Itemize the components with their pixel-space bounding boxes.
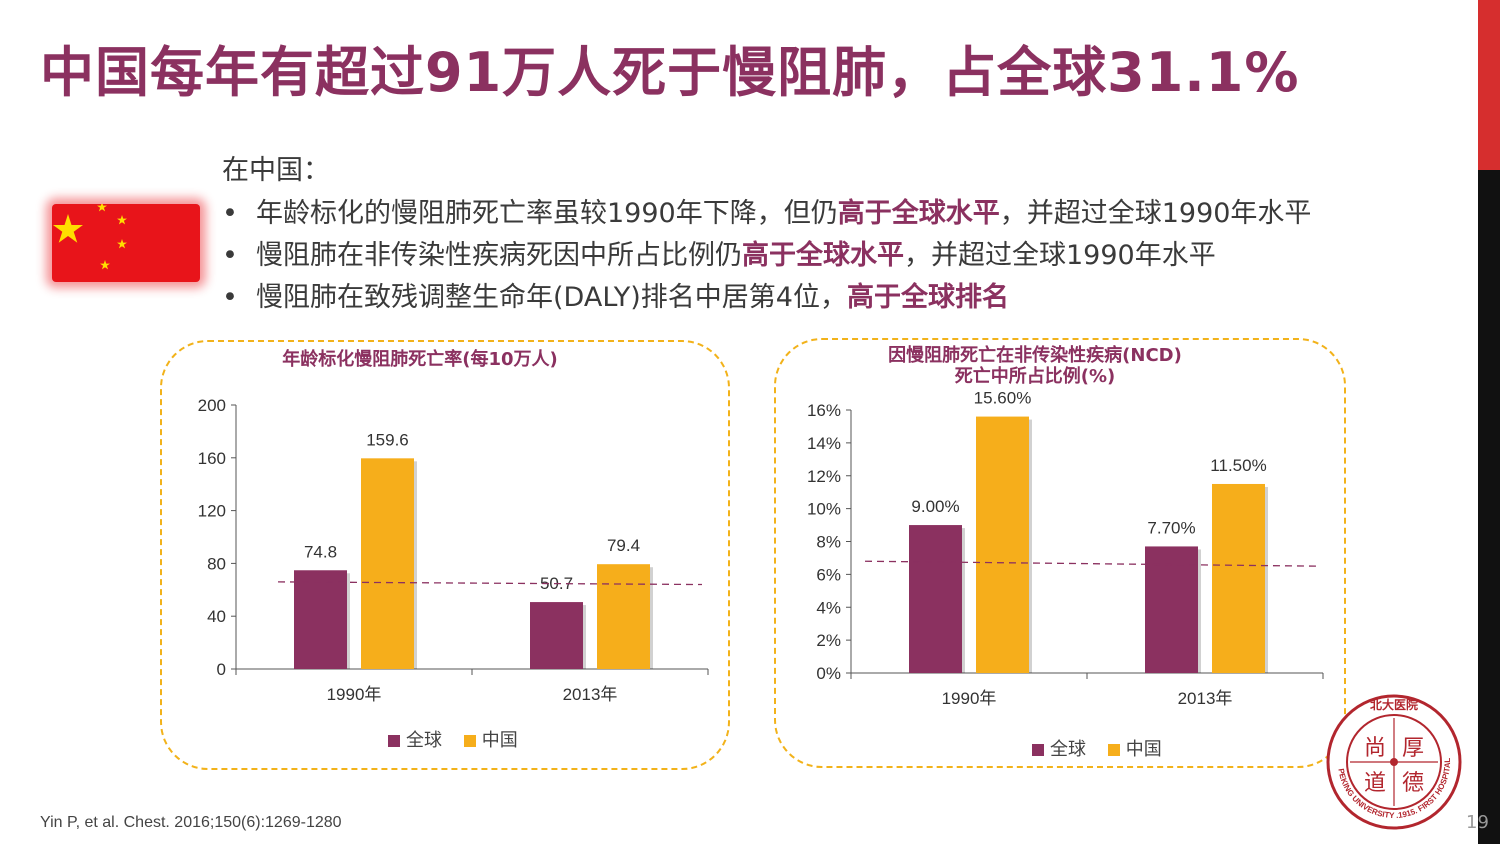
y-tick-label: 120 [198,502,226,521]
data-label: 7.70% [1147,518,1195,537]
svg-text:厚: 厚 [1402,735,1424,760]
data-label: 159.6 [366,430,409,449]
bar-china [361,458,414,669]
accent-bar-black [1478,170,1500,844]
legend-label-global: 全球 [406,730,442,751]
legend-label-global: 全球 [1050,739,1086,760]
legend-mortality: 全球 中国 [388,726,534,752]
data-label: 11.50% [1210,456,1266,475]
page-number: 19 [1466,812,1489,833]
legend-swatch-global [1032,744,1044,756]
data-label: 9.00% [911,497,959,516]
slide-title: 中国每年有超过91万人死于慢阻肺，占全球31.1% [40,41,1300,104]
x-tick-label: 2013年 [1178,689,1233,708]
data-label: 79.4 [607,536,640,555]
chart-title-mortality: 年龄标化慢阻肺死亡率(每10万人) [282,349,558,370]
legend-label-china: 中国 [1125,739,1162,760]
y-tick-label: 12% [807,467,841,486]
bar-china [1212,483,1265,673]
bullet-text: 慢阻肺在致残调整生命年(DALY)排名中居第4位， [256,282,847,313]
y-tick-label: 160 [198,449,226,468]
x-tick-label: 1990年 [327,685,382,704]
reference-dashed-line [864,560,1318,567]
bullet-text-tail: ，并超过全球1990年水平 [904,240,1216,271]
y-tick-label: 16% [807,401,841,420]
y-tick-label: 80 [207,554,226,573]
y-tick-label: 200 [198,396,226,415]
svg-text:尚: 尚 [1364,735,1386,760]
bullet-emphasis: 高于全球水平 [742,240,904,271]
bar-global [530,602,583,669]
bar-china [976,416,1029,673]
x-tick-label: 1990年 [942,689,997,708]
bar-global [294,570,347,669]
legend-swatch-global [388,735,400,747]
legend-item-china: 中国 [463,730,518,751]
accent-bar-red [1478,0,1500,170]
bullet-text: 慢阻肺在非传染性疾病死因中所占比例仍 [256,240,742,271]
bullet-marker: • [222,282,238,313]
legend-item-global: 全球 [1032,739,1086,760]
y-tick-label: 10% [807,500,841,519]
mortality-chart-panel [160,340,730,770]
legend-item-china: 中国 [1107,739,1162,760]
reference-dashed-line [277,581,703,586]
legend-swatch-china [1107,744,1120,756]
bullet-emphasis: 高于全球排名 [846,282,1009,313]
peking-university-first-hospital-seal-icon: PEKING UNIVERSITY .1915. FIRST HOSPITAL … [1326,694,1462,830]
ncd-share-bar-chart: 0% 2% 4% 6% 8% 10% 12% 14% 16% 1990年 9.00% 15.60% 20… [807,390,1324,708]
bullet-marker: • [222,198,238,229]
mortality-bar-chart: 040801201602001990年74.8159.62013年50.779.… [198,396,709,704]
china-flag-icon [52,204,200,282]
bullet-emphasis: 高于全球水平 [837,198,1000,229]
y-tick-label: 0 [217,660,226,679]
bar-global [909,525,962,673]
bullet-item: • 慢阻肺在非传染性疾病死因中所占比例仍高于全球水平，并超过全球1990年水平 [222,235,1311,277]
y-tick-label: 6% [816,565,841,584]
bullet-text: 年龄标化的慢阻肺死亡率虽较1990年下降，但仍 [256,198,838,229]
bar-china [597,564,650,669]
bullet-text-tail: ，并超过全球1990年水平 [999,198,1312,229]
bullet-item: • 慢阻肺在致残调整生命年(DALY)排名中居第4位，高于全球排名 [222,277,1311,319]
y-tick-label: 0% [816,664,841,683]
intro-text: 在中国： [222,155,330,186]
bullet-marker: • [222,240,238,271]
key-points: 在中国： • 年龄标化的慢阻肺死亡率虽较1990年下降，但仍高于全球水平，并超过全… [222,148,1311,319]
data-label: 15.60% [974,390,1032,408]
legend-item-global: 全球 [388,730,442,751]
y-tick-label: 8% [816,533,841,552]
legend-ncd: 全球 中国 [1032,735,1178,761]
legend-label-china: 中国 [481,730,518,751]
svg-text:北大医院: 北大医院 [1370,697,1418,712]
bar-global [1145,546,1198,673]
source-citation: Yin P, et al. Chest. 2016;150(6):1269-12… [40,814,342,831]
svg-text:道: 道 [1364,770,1386,795]
bullet-item: • 年龄标化的慢阻肺死亡率虽较1990年下降，但仍高于全球水平，并超过全球1990… [222,193,1311,235]
ncd-share-chart-panel [774,338,1346,768]
chart-title-ncd: 因慢阻肺死亡在非传染性疾病(NCD) 死亡中所占比例(%) [888,345,1182,387]
y-tick-label: 4% [816,598,841,617]
y-tick-label: 40 [207,607,226,626]
data-label: 74.8 [304,542,337,561]
y-tick-label: 14% [807,434,841,453]
y-tick-label: 2% [816,631,841,650]
x-tick-label: 2013年 [563,685,618,704]
legend-swatch-china [463,735,476,747]
svg-text:德: 德 [1402,770,1424,795]
